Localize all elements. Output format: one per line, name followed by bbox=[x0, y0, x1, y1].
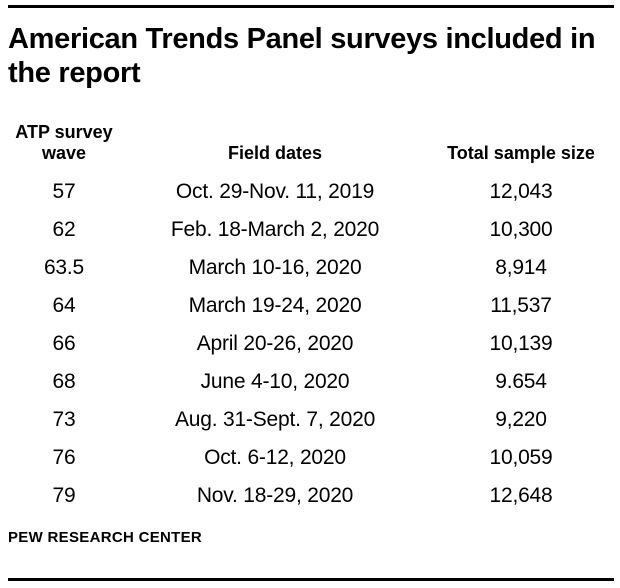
wave-value: 63.5 bbox=[43, 256, 85, 279]
wave-value: 79 bbox=[52, 484, 76, 507]
sample-size-value: 11,537 bbox=[490, 294, 552, 317]
wave-value: 73 bbox=[52, 408, 76, 431]
figure-title: American Trends Panel surveys included i… bbox=[8, 23, 596, 89]
bottom-rule bbox=[8, 578, 614, 581]
field-dates-value: June 4-10, 2020 bbox=[200, 370, 350, 393]
column-header-atp-survey-wave: ATP survey wave bbox=[15, 122, 113, 163]
sample-size-value: 10,059 bbox=[489, 446, 553, 469]
sample-size-value: 10,300 bbox=[489, 218, 553, 241]
sample-size-value: 9.654 bbox=[495, 370, 547, 393]
sample-size-value: 10,139 bbox=[489, 332, 553, 355]
table-row: 66 April 20-26, 2020 10,139 bbox=[8, 325, 612, 363]
table-row: 73 Aug. 31-Sept. 7, 2020 9,220 bbox=[8, 401, 612, 439]
table-header-row: ATP survey wave Field dates Total sample… bbox=[8, 112, 612, 173]
wave-value: 68 bbox=[52, 370, 76, 393]
field-dates-value: March 19-24, 2020 bbox=[188, 294, 362, 317]
wave-value: 57 bbox=[52, 180, 76, 203]
source-label: PEW RESEARCH CENTER bbox=[8, 529, 203, 546]
field-dates-value: March 10-16, 2020 bbox=[188, 256, 362, 279]
field-dates-value: Feb. 18-March 2, 2020 bbox=[170, 218, 380, 241]
column-header-total-sample-size: Total sample size bbox=[447, 143, 595, 163]
table-row: 63.5 March 10-16, 2020 8,914 bbox=[8, 249, 612, 287]
table-row: 62 Feb. 18-March 2, 2020 10,300 bbox=[8, 211, 612, 249]
top-rule bbox=[8, 5, 614, 8]
wave-value: 62 bbox=[52, 218, 76, 241]
field-dates-value: Oct. 29-Nov. 11, 2019 bbox=[175, 180, 375, 203]
wave-value: 66 bbox=[52, 332, 76, 355]
table-row: 57 Oct. 29-Nov. 11, 2019 12,043 bbox=[8, 173, 612, 211]
table-row: 76 Oct. 6-12, 2020 10,059 bbox=[8, 439, 612, 477]
sample-size-value: 8,914 bbox=[495, 256, 547, 279]
column-header-field-dates: Field dates bbox=[227, 143, 323, 163]
table-row: 68 June 4-10, 2020 9.654 bbox=[8, 363, 612, 401]
wave-value: 64 bbox=[52, 294, 76, 317]
survey-table: ATP survey wave Field dates Total sample… bbox=[8, 112, 612, 515]
wave-value: 76 bbox=[52, 446, 76, 469]
field-dates-value: Oct. 6-12, 2020 bbox=[204, 446, 346, 469]
sample-size-value: 12,043 bbox=[489, 180, 553, 203]
table-row: 64 March 19-24, 2020 11,537 bbox=[8, 287, 612, 325]
table-row: 79 Nov. 18-29, 2020 12,648 bbox=[8, 477, 612, 515]
sample-size-value: 9,220 bbox=[495, 408, 547, 431]
sample-size-value: 12,648 bbox=[489, 484, 553, 507]
field-dates-value: Aug. 31-Sept. 7, 2020 bbox=[174, 408, 376, 431]
field-dates-value: April 20-26, 2020 bbox=[196, 332, 354, 355]
field-dates-value: Nov. 18-29, 2020 bbox=[196, 484, 354, 507]
